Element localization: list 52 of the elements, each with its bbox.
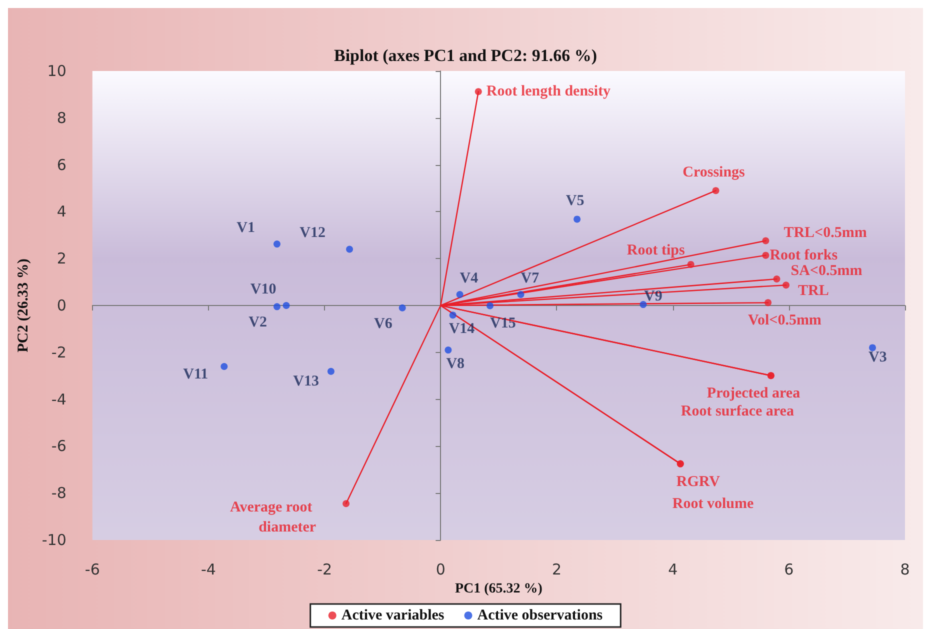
y-tick-label: -8	[51, 484, 66, 502]
y-tick-label: 2	[56, 250, 66, 268]
annotation: V5	[566, 193, 584, 210]
annotation: V10	[250, 282, 276, 298]
x-tick-label: -4	[201, 560, 216, 578]
annotation: Root tips	[626, 242, 685, 258]
x-tick-label: 2	[552, 560, 562, 578]
annotation: V15	[490, 316, 516, 332]
y-axis-title: PC2 (26.33 %)	[16, 258, 32, 352]
annotation: Projected area	[706, 386, 801, 402]
x-tick-label: 4	[668, 560, 678, 578]
annotation: V8	[446, 356, 465, 372]
annotation: Vol<0.5mm	[748, 312, 822, 329]
annotation: RGRV	[676, 474, 720, 490]
annotation: V14	[448, 321, 476, 338]
y-tick-label: 4	[56, 202, 66, 221]
annotation: Root length density	[486, 84, 612, 100]
y-tick-label: 8	[56, 108, 66, 127]
annotation: V9	[644, 288, 662, 305]
annotation: TRL	[798, 283, 829, 300]
annotation: V13	[293, 373, 319, 390]
annotation: Root surface area	[680, 404, 794, 420]
x-tick-label: -6	[84, 560, 100, 578]
x-tick-label: 6	[784, 560, 794, 578]
annotation: V4	[460, 270, 479, 286]
annotation: V11	[183, 366, 208, 382]
legend-label: Active variables	[341, 608, 444, 624]
y-tick-label: -2	[51, 343, 66, 362]
y-tick-label: 6	[56, 156, 66, 174]
annotation: Crossings	[682, 164, 746, 181]
y-tick-label: -10	[42, 531, 66, 549]
annotation: Average root diameter	[230, 500, 316, 536]
annotation: V3	[868, 350, 887, 366]
annotation: V12	[300, 225, 326, 242]
annotation: V6	[374, 316, 393, 332]
legend-label: Active observations	[477, 608, 603, 624]
annotation: V7	[520, 270, 540, 286]
annotation: Root volume	[672, 496, 754, 512]
x-tick-label: 0	[436, 560, 446, 578]
annotation: TRL<0.5mm	[784, 224, 868, 241]
annotation: V2	[248, 314, 267, 331]
y-tick-label: 10	[47, 62, 66, 80]
y-tick-label: -4	[51, 390, 66, 408]
annotation: SA<0.5mm	[790, 263, 863, 279]
x-tick-label: 8	[900, 560, 910, 578]
annotation: Root forks	[770, 247, 838, 264]
y-tick-label: 0	[56, 296, 66, 314]
chart-title: Biplot (axes PC1 and PC2: 91.66 %)	[334, 46, 598, 65]
x-axis-title: PC1 (65.32 %)	[454, 581, 543, 596]
y-tick-label: -6	[51, 437, 66, 456]
x-tick-label: -2	[317, 560, 332, 578]
annotation: V1	[236, 220, 255, 236]
